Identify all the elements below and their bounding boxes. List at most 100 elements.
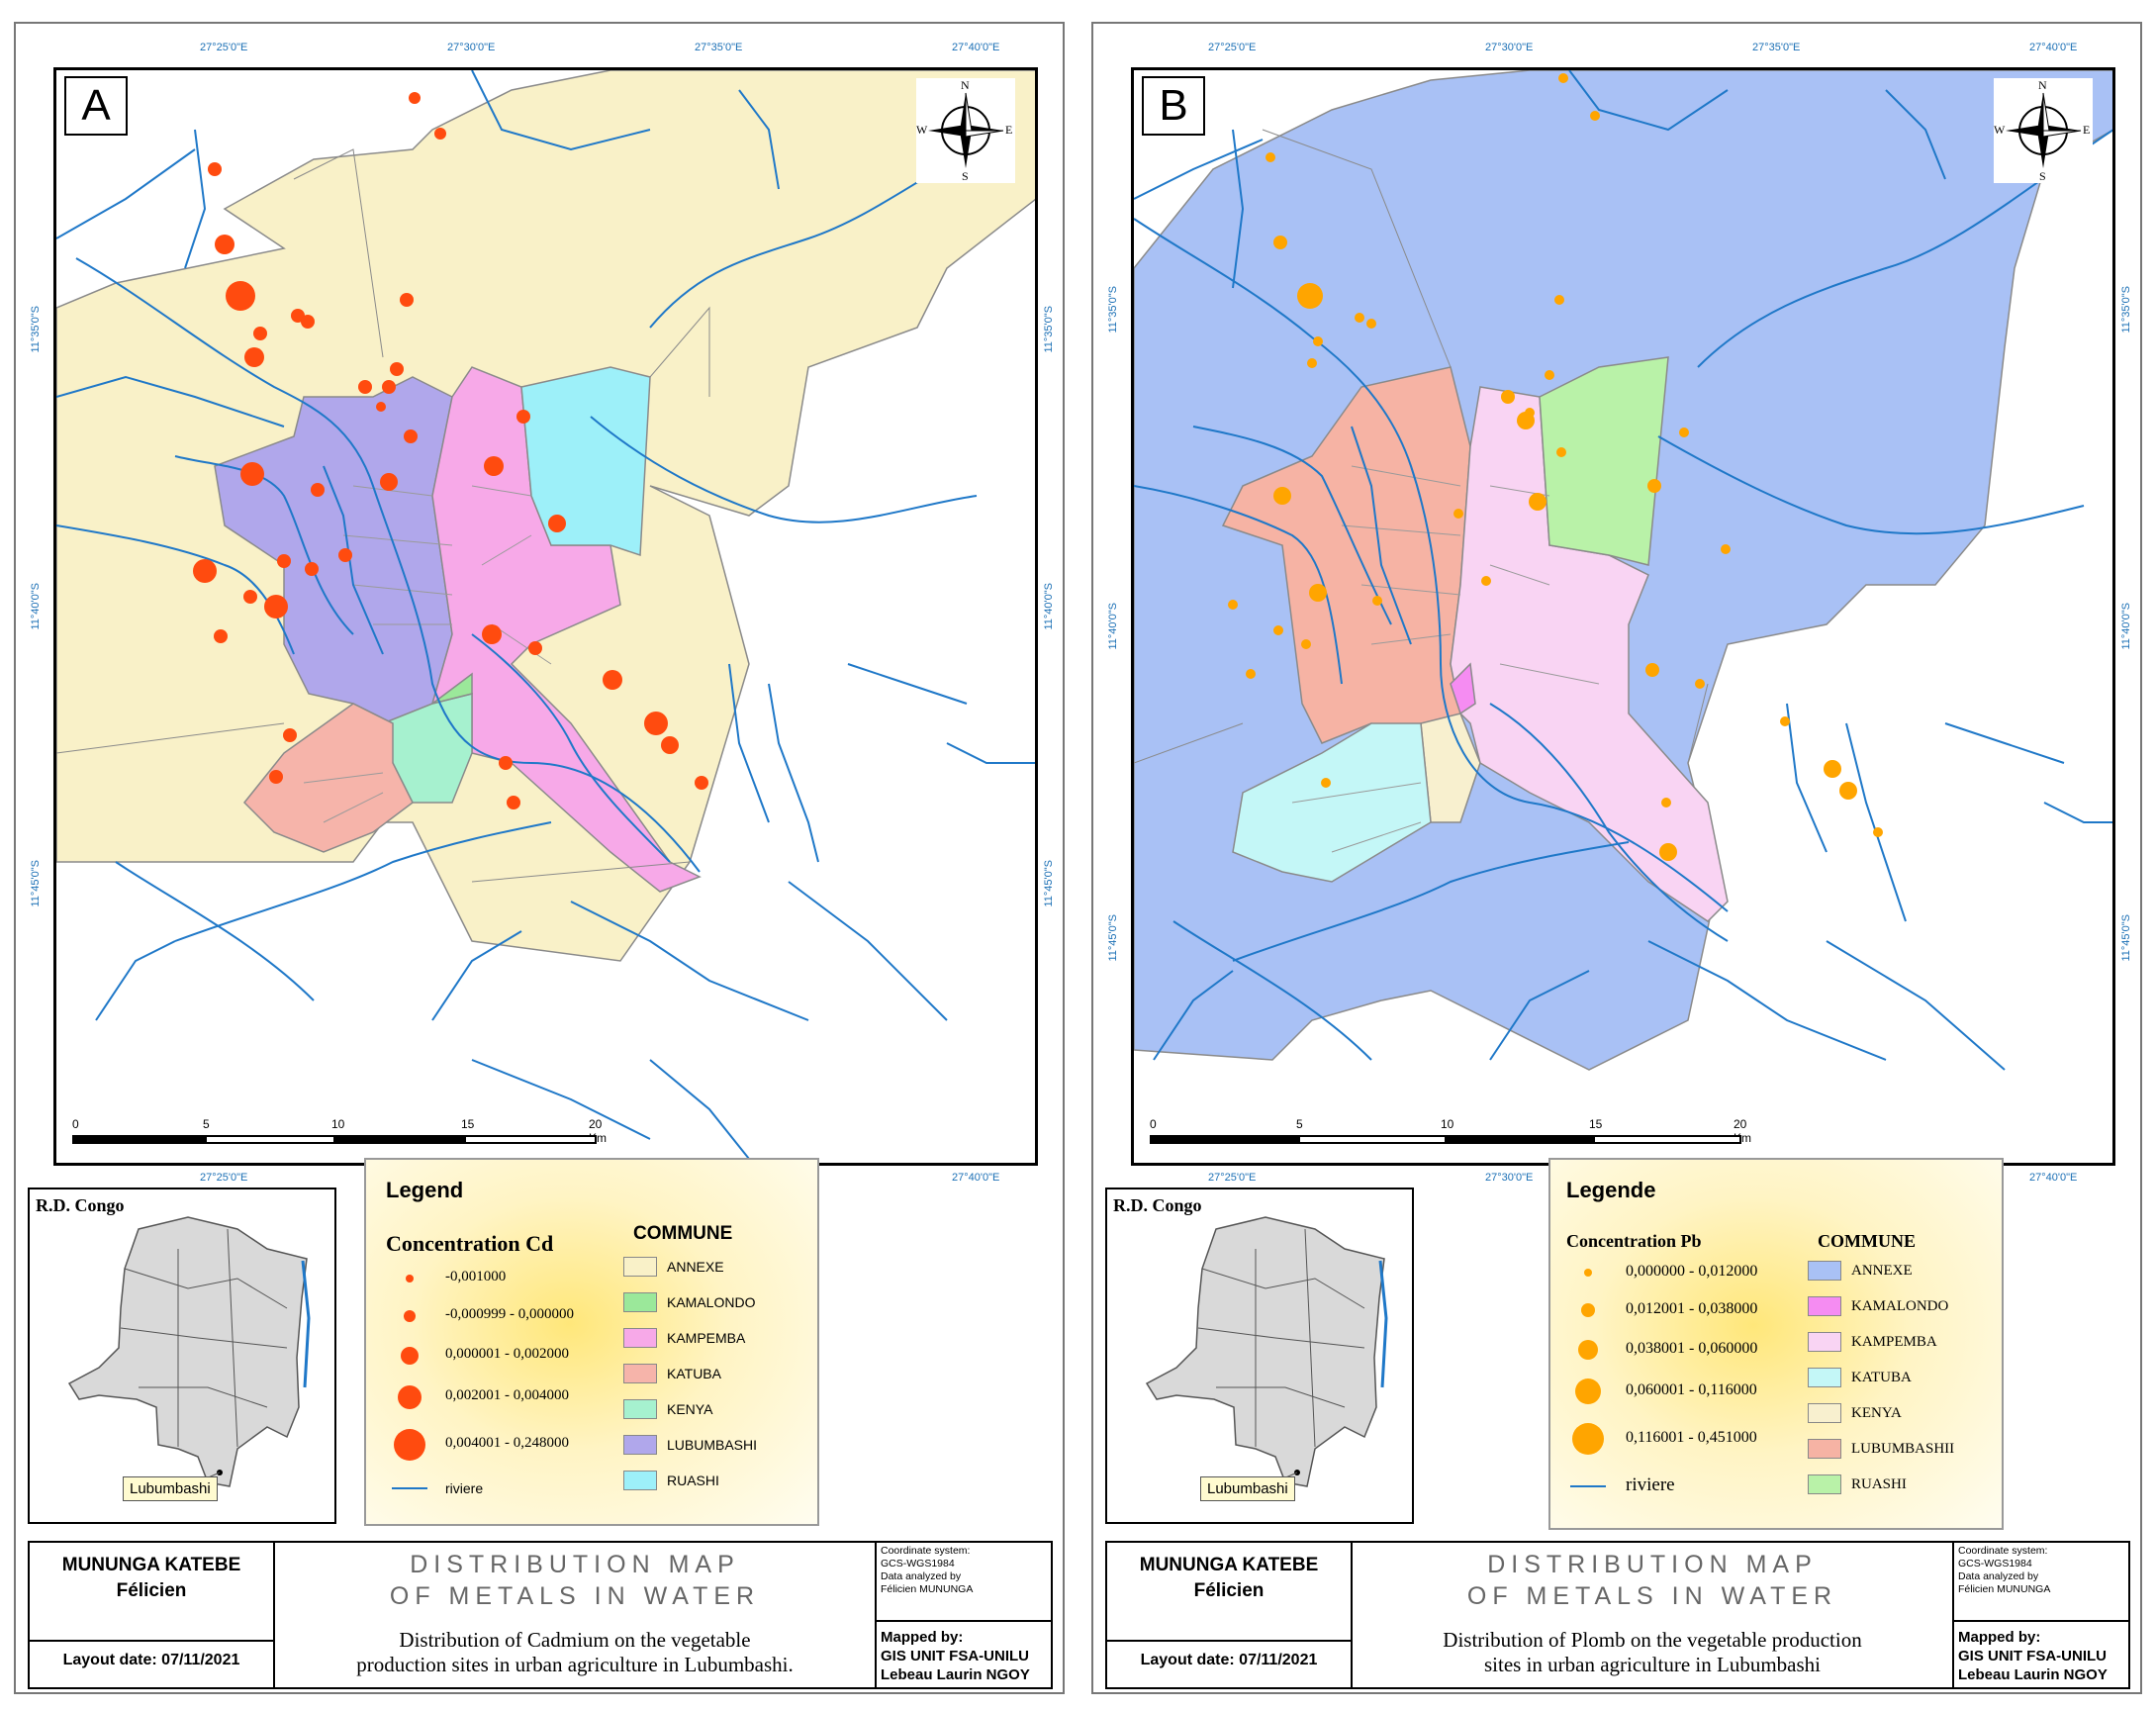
district-lines xyxy=(303,485,552,823)
river-kipopila xyxy=(56,375,285,428)
right-tick: 11°40'0"S xyxy=(1043,583,1055,630)
river-kasapa xyxy=(1232,129,1245,289)
pb-point xyxy=(1228,600,1238,610)
river-katema xyxy=(1786,703,1828,853)
cd-point xyxy=(283,728,297,742)
legend-commune-label: LUBUMBASHI xyxy=(667,1437,758,1453)
inset-callout: Lubumbashi xyxy=(1200,1476,1295,1501)
pb-point xyxy=(1273,236,1287,249)
scale-bar: 0 5 10 15 20 Km xyxy=(72,1117,607,1157)
top-tick: 27°25'0"E xyxy=(200,42,248,53)
compass-n: N xyxy=(961,78,970,92)
river-mutambalile xyxy=(1944,722,2065,764)
river-katuba-n xyxy=(1568,70,1729,132)
compass-n: N xyxy=(2038,78,2047,92)
river-east2 xyxy=(590,416,978,523)
river-katuba-n xyxy=(471,70,651,151)
legend-commune-label: KAMALONDO xyxy=(667,1294,756,1310)
legend-commune-title: COMMUNE xyxy=(1818,1231,1916,1251)
cd-point xyxy=(548,515,566,532)
river-massanga xyxy=(1172,920,1372,1061)
cd-point xyxy=(215,235,234,254)
author-name: MUNUNGA KATEBE Félicien xyxy=(61,1555,241,1601)
top-tick: 27°35'0"E xyxy=(1752,42,1801,53)
river-kimbeperambe xyxy=(1489,970,1590,1061)
cd-point xyxy=(409,92,421,104)
bottom-tick: 27°30'0"E xyxy=(1485,1172,1534,1184)
map-description: Distribution of Plomb on the vegetable p… xyxy=(1443,1628,1862,1676)
pb-point xyxy=(1273,625,1283,635)
commune-map xyxy=(56,70,1035,1160)
commune-map xyxy=(1134,70,2112,1071)
bottom-tick: 27°40'0"E xyxy=(952,1172,1000,1184)
commune-katuba xyxy=(242,703,414,853)
river-lubumbashi xyxy=(75,257,701,873)
cd-point xyxy=(380,473,398,491)
swatch-katuba xyxy=(623,1364,657,1383)
river-lumona xyxy=(471,1059,651,1140)
pb-point xyxy=(1321,778,1331,788)
cd-point xyxy=(244,347,264,367)
legend-river-label: riviere xyxy=(1626,1474,1675,1495)
left-tick: 11°35'0"S xyxy=(30,306,42,353)
cd-point xyxy=(311,483,325,497)
river-mwenda xyxy=(649,1059,750,1160)
river-kipopo xyxy=(56,148,196,239)
pb-point xyxy=(1645,663,1659,677)
cd-point xyxy=(269,770,283,784)
left-tick: 11°45'0"S xyxy=(30,860,42,907)
scale-label: 0 xyxy=(72,1117,79,1131)
annexe-border-lines xyxy=(1134,129,1709,764)
legend-commune-label: ANNEXE xyxy=(1851,1263,1913,1279)
swatch-lubumbashi xyxy=(623,1435,657,1455)
author-name: MUNUNGA KATEBE Félicien xyxy=(1139,1555,1319,1601)
river-kasapa xyxy=(184,129,207,269)
pb-point xyxy=(1780,716,1790,726)
legend-commune-label: KAMPEMBA xyxy=(1851,1334,1937,1350)
cd-point xyxy=(661,736,679,754)
river-kilupo xyxy=(738,89,780,190)
inset-title: R.D. Congo xyxy=(36,1195,125,1215)
right-tick: 11°40'0"S xyxy=(2120,603,2132,650)
pb-point xyxy=(1453,509,1463,519)
river-mikalo xyxy=(2043,802,2112,823)
legend-class-label: 0,116001 - 0,451000 xyxy=(1626,1429,1757,1446)
panel-letter: B xyxy=(1142,76,1205,136)
legend-class-symbol xyxy=(1584,1269,1592,1277)
inset-callout: Lubumbashi xyxy=(123,1476,218,1501)
legend-class-symbol xyxy=(394,1429,425,1461)
drc-outline xyxy=(67,1216,311,1487)
legend-title: Legende xyxy=(1566,1178,1656,1202)
right-tick: 11°45'0"S xyxy=(2120,914,2132,962)
river-kamalonge xyxy=(768,683,819,863)
cd-point xyxy=(264,595,288,618)
swatch-annexe xyxy=(1808,1261,1841,1281)
legend-commune-label: RUASHI xyxy=(1851,1476,1907,1492)
cd-point xyxy=(226,281,255,311)
cd-point xyxy=(695,776,708,790)
legend-class-label: 0,000001 - 0,002000 xyxy=(445,1346,569,1362)
top-tick: 27°35'0"E xyxy=(695,42,743,53)
commune-kamalondo xyxy=(1450,662,1476,715)
scale-label: 10 xyxy=(1441,1117,1454,1131)
scale-label: 5 xyxy=(203,1117,210,1131)
compass-icon xyxy=(928,92,1004,168)
legend-symbols xyxy=(392,1275,427,1489)
cd-point xyxy=(528,641,542,655)
cd-point xyxy=(358,380,372,394)
compass-rose: N S E W xyxy=(916,78,1015,183)
right-tick: 11°45'0"S xyxy=(1043,860,1055,907)
river-south xyxy=(570,901,809,1021)
inset-title: R.D. Congo xyxy=(1113,1195,1202,1215)
top-tick: 27°30'0"E xyxy=(1485,42,1534,53)
swatch-kampemba xyxy=(623,1328,657,1348)
pb-point xyxy=(1661,798,1671,808)
legend-commune-label: RUASHI xyxy=(667,1473,719,1488)
map-frame: B N S E W 0 5 10 15 20 Km xyxy=(1131,67,2115,1166)
swatch-kamalondo xyxy=(1808,1296,1841,1316)
panel-letter: A xyxy=(64,76,128,136)
legend-class-symbol xyxy=(1575,1378,1601,1404)
left-tick: 11°35'0"S xyxy=(1107,286,1119,333)
legend-class-symbol xyxy=(406,1275,414,1283)
river-massanga xyxy=(115,861,315,1001)
